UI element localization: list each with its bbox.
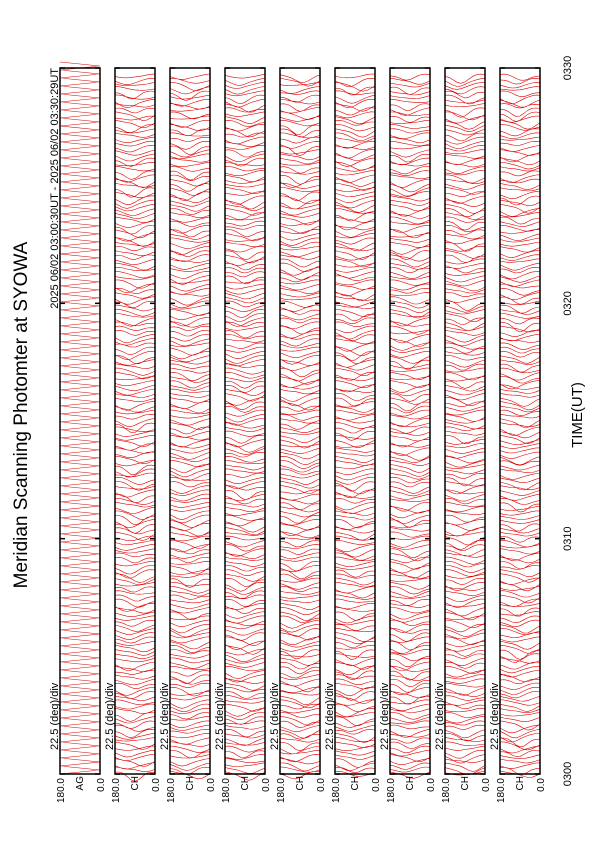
y-tick-label: 180.0: [111, 778, 122, 803]
panel-frame: [224, 67, 266, 775]
panel-scale: 22.5 (deg)/div: [324, 682, 336, 750]
panel-name: CH: [295, 776, 306, 790]
panel-frame: [114, 67, 156, 775]
trace-texture: [224, 73, 266, 781]
panel-scale: 22.5 (deg)/div: [489, 682, 501, 750]
y-tick-label: 0.0: [426, 778, 437, 792]
panel-scale: 22.5 (deg)/div: [159, 682, 171, 750]
panel-frame: [279, 67, 321, 775]
panel-name: CH: [405, 776, 416, 790]
y-tick-label: 180.0: [276, 778, 287, 803]
trace-texture: [114, 73, 156, 782]
y-tick-label: 180.0: [221, 778, 232, 803]
trace-texture: [444, 73, 486, 776]
x-tick-label: 0320: [562, 291, 574, 315]
y-tick-label: 180.0: [166, 778, 177, 803]
y-tick-label: 0.0: [371, 778, 382, 792]
panel-scale: 22.5 (deg)/div: [269, 682, 281, 750]
y-tick-label: 180.0: [331, 778, 342, 803]
y-tick-label: 0.0: [316, 778, 327, 792]
y-tick-label: 0.0: [481, 778, 492, 792]
y-tick-label: 180.0: [56, 778, 67, 803]
y-tick-label: 0.0: [536, 778, 547, 792]
panel-frame: [499, 67, 541, 775]
y-tick-label: 180.0: [386, 778, 397, 803]
y-tick-label: 0.0: [206, 778, 217, 792]
trace-texture: [499, 73, 541, 778]
trace-texture: [59, 61, 101, 775]
period: 2025 06/02 03:00:30UT - 2025 06/02 03:30…: [49, 68, 61, 309]
panel-frame: [389, 67, 431, 775]
panel-scale: 22.5 (deg)/div: [49, 682, 61, 750]
trace-texture: [169, 73, 211, 780]
y-tick-label: 180.0: [496, 778, 507, 803]
panel-name: CH: [240, 776, 251, 790]
y-tick-label: 180.0: [441, 778, 452, 803]
panel-name: CH: [130, 776, 141, 790]
x-tick-label: 0330: [562, 56, 574, 80]
panel-name: AG: [75, 776, 86, 791]
panel-name: CH: [460, 776, 471, 790]
x-axis-label: TIME(UT): [569, 382, 586, 448]
panel-frame: [444, 67, 486, 775]
panel-frame: [169, 67, 211, 775]
y-tick-label: 0.0: [151, 778, 162, 792]
y-tick-label: 0.0: [96, 778, 107, 792]
panel-name: CH: [515, 776, 526, 790]
trace-texture: [334, 73, 376, 777]
x-tick-label: 0310: [562, 526, 574, 550]
trace-texture: [389, 73, 431, 779]
rotated-plot: Meridian Scanning Photomter at SYOWA 202…: [11, 56, 586, 803]
x-tick-label: 0300: [562, 762, 574, 786]
panel-scale: 22.5 (deg)/div: [379, 682, 391, 750]
panel-scale: 22.5 (deg)/div: [104, 682, 116, 750]
trace-texture: [279, 74, 321, 780]
y-tick-label: 0.0: [261, 778, 272, 792]
panel-name: CH: [185, 776, 196, 790]
panel-scale: 22.5 (deg)/div: [434, 682, 446, 750]
panel-scale: 22.5 (deg)/div: [214, 682, 226, 750]
panel-name: CH: [350, 776, 361, 790]
panel-frame: [334, 67, 376, 775]
panel-frame: [59, 67, 101, 775]
chart-title: Meridian Scanning Photomter at SYOWA: [11, 241, 32, 588]
